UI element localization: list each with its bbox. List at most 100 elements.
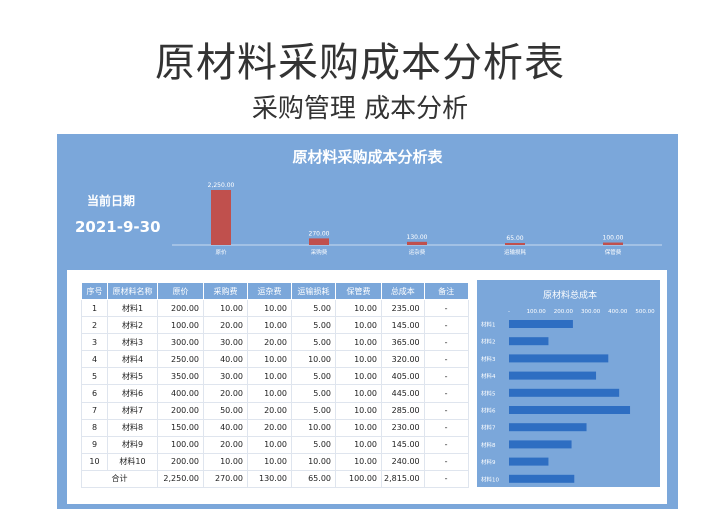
table-cell[interactable]: 10.00 — [335, 452, 382, 471]
total-cell[interactable]: 合计 — [81, 469, 158, 489]
table-cell[interactable]: 材料10 — [107, 452, 158, 471]
table-cell[interactable]: - — [423, 316, 469, 335]
table-cell[interactable]: 材料8 — [107, 418, 158, 437]
table-cell[interactable]: 5.00 — [291, 367, 336, 386]
table-cell[interactable]: 235.00 — [381, 298, 425, 318]
table-cell[interactable]: 10.00 — [203, 452, 248, 471]
table-cell[interactable]: 405.00 — [381, 367, 425, 386]
table-cell[interactable]: 230.00 — [381, 418, 425, 437]
table-cell[interactable]: 10.00 — [247, 350, 292, 369]
total-cell[interactable]: 270.00 — [203, 469, 248, 489]
total-cell[interactable]: - — [423, 469, 469, 489]
table-cell[interactable]: - — [423, 384, 469, 403]
table-cell[interactable]: 30.00 — [203, 333, 248, 352]
table-cell[interactable]: 100.00 — [157, 316, 204, 335]
table-cell[interactable]: - — [423, 298, 469, 318]
total-cell[interactable]: 65.00 — [291, 469, 336, 489]
table-cell[interactable]: 材料9 — [107, 435, 158, 454]
total-cell[interactable]: 100.00 — [335, 469, 382, 489]
table-cell[interactable]: 材料2 — [107, 316, 158, 335]
table-cell[interactable]: 材料6 — [107, 384, 158, 403]
table-cell[interactable]: - — [423, 367, 469, 386]
table-cell[interactable]: 100.00 — [157, 435, 204, 454]
table-cell[interactable]: 200.00 — [157, 298, 204, 318]
table-cell[interactable]: 10.00 — [291, 418, 336, 437]
table-cell[interactable]: 10.00 — [335, 384, 382, 403]
table-cell[interactable]: 5.00 — [291, 316, 336, 335]
table-cell[interactable]: 145.00 — [381, 435, 425, 454]
table-cell[interactable]: 5.00 — [291, 333, 336, 352]
table-cell[interactable]: 10.00 — [335, 298, 382, 318]
table-cell[interactable]: 200.00 — [157, 452, 204, 471]
table-cell[interactable]: 5.00 — [291, 298, 336, 318]
table-cell[interactable]: 50.00 — [203, 401, 248, 420]
table-cell[interactable]: 材料3 — [107, 333, 158, 352]
table-cell[interactable]: 10.00 — [247, 435, 292, 454]
table-cell[interactable]: 10.00 — [335, 316, 382, 335]
table-cell[interactable]: 20.00 — [203, 435, 248, 454]
table-cell[interactable]: 10.00 — [291, 452, 336, 471]
table-cell[interactable]: 10.00 — [247, 316, 292, 335]
table-cell[interactable]: 400.00 — [157, 384, 204, 403]
table-cell[interactable]: 10.00 — [335, 333, 382, 352]
table-cell[interactable]: 20.00 — [247, 401, 292, 420]
table-cell[interactable]: 4 — [81, 350, 108, 369]
table-row: 7 材料7 200.00 50.00 20.00 5.00 10.00 285.00- — [81, 401, 469, 420]
table-cell[interactable]: 10.00 — [335, 418, 382, 437]
table-cell[interactable]: 10.00 — [335, 435, 382, 454]
table-cell[interactable]: - — [423, 401, 469, 420]
table-cell[interactable]: 6 — [81, 384, 108, 403]
table-cell[interactable]: 20.00 — [203, 384, 248, 403]
table-cell[interactable]: 10.00 — [247, 367, 292, 386]
table-cell[interactable]: 7 — [81, 401, 108, 420]
table-cell[interactable]: 10.00 — [247, 452, 292, 471]
total-cell[interactable]: 2,250.00 — [157, 469, 204, 489]
table-cell[interactable]: 145.00 — [381, 316, 425, 335]
total-cell[interactable]: 2,815.00 — [381, 469, 425, 489]
table-cell[interactable]: 320.00 — [381, 350, 425, 369]
table-cell[interactable]: 40.00 — [203, 418, 248, 437]
table-cell[interactable]: 350.00 — [157, 367, 204, 386]
table-cell[interactable]: 30.00 — [203, 367, 248, 386]
table-cell[interactable]: 150.00 — [157, 418, 204, 437]
total-cell[interactable]: 130.00 — [247, 469, 292, 489]
table-cell[interactable]: 1 — [81, 298, 108, 318]
table-cell[interactable]: 10.00 — [291, 350, 336, 369]
table-cell[interactable]: 10.00 — [247, 298, 292, 318]
table-cell[interactable]: 10 — [81, 452, 108, 471]
table-cell[interactable]: 285.00 — [381, 401, 425, 420]
table-cell[interactable]: 材料5 — [107, 367, 158, 386]
table-cell[interactable]: 10.00 — [247, 384, 292, 403]
table-cell[interactable]: 10.00 — [335, 367, 382, 386]
table-cell[interactable]: 40.00 — [203, 350, 248, 369]
table-cell[interactable]: 5 — [81, 367, 108, 386]
table-cell[interactable]: - — [423, 452, 469, 471]
table-cell[interactable]: 10.00 — [203, 298, 248, 318]
table-cell[interactable]: 10.00 — [335, 401, 382, 420]
table-cell[interactable]: - — [423, 333, 469, 352]
table-cell[interactable]: 8 — [81, 418, 108, 437]
table-cell[interactable]: 9 — [81, 435, 108, 454]
table-cell[interactable]: 240.00 — [381, 452, 425, 471]
table-cell[interactable]: 5.00 — [291, 384, 336, 403]
table-cell[interactable]: - — [423, 350, 469, 369]
table-cell[interactable]: 材料4 — [107, 350, 158, 369]
table-cell[interactable]: 材料1 — [107, 298, 158, 318]
table-cell[interactable]: 10.00 — [335, 350, 382, 369]
table-cell[interactable]: 365.00 — [381, 333, 425, 352]
table-cell[interactable]: 20.00 — [203, 316, 248, 335]
table-cell[interactable]: 20.00 — [247, 418, 292, 437]
tick-label: 200.00 — [554, 309, 574, 315]
table-cell[interactable]: - — [423, 418, 469, 437]
table-cell[interactable]: 300.00 — [157, 333, 204, 352]
table-cell[interactable]: 250.00 — [157, 350, 204, 369]
table-cell[interactable]: 3 — [81, 333, 108, 352]
table-cell[interactable]: 5.00 — [291, 401, 336, 420]
table-cell[interactable]: 2 — [81, 316, 108, 335]
table-cell[interactable]: 5.00 — [291, 435, 336, 454]
table-cell[interactable]: - — [423, 435, 469, 454]
table-cell[interactable]: 20.00 — [247, 333, 292, 352]
table-cell[interactable]: 445.00 — [381, 384, 425, 403]
table-cell[interactable]: 材料7 — [107, 401, 158, 420]
table-cell[interactable]: 200.00 — [157, 401, 204, 420]
